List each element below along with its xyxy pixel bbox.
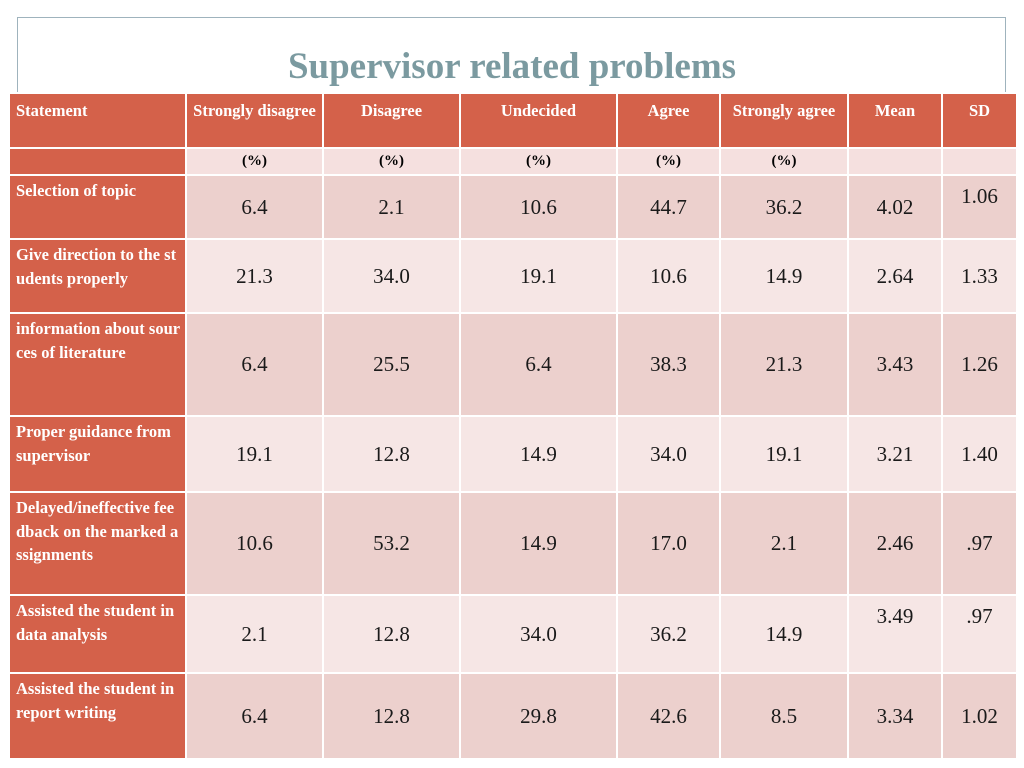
unit-cell: (%) bbox=[719, 147, 849, 176]
cell-sd: 1.40 bbox=[941, 415, 1018, 493]
cell-strongly-disagree: 10.6 bbox=[185, 491, 324, 596]
cell-mean: 3.21 bbox=[847, 415, 943, 493]
cell-undecided: 14.9 bbox=[459, 491, 618, 596]
cell-strongly-disagree: 6.4 bbox=[185, 312, 324, 417]
cell-undecided: 34.0 bbox=[459, 594, 618, 674]
unit-cell: (%) bbox=[616, 147, 721, 176]
row-label: Assisted the student in data analysis bbox=[8, 594, 187, 674]
cell-agree: 36.2 bbox=[616, 594, 721, 674]
cell-strongly-agree: 14.9 bbox=[719, 238, 849, 314]
cell-sd: .97 bbox=[941, 491, 1018, 596]
row-label: Selection of topic bbox=[8, 174, 187, 240]
row-label: Proper guidance from supervisor bbox=[8, 415, 187, 493]
header-agree: Agree bbox=[616, 92, 721, 149]
cell-undecided: 14.9 bbox=[459, 415, 618, 493]
table-row: Delayed/ineffective feedback on the mark… bbox=[8, 491, 1018, 596]
row-label: Assisted the student in report writing bbox=[8, 672, 187, 760]
row-label: Give direction to the students properly bbox=[8, 238, 187, 314]
cell-disagree: 53.2 bbox=[322, 491, 461, 596]
slide-title: Supervisor related problems bbox=[287, 46, 737, 87]
cell-disagree: 25.5 bbox=[322, 312, 461, 417]
cell-mean: 3.34 bbox=[847, 672, 943, 760]
cell-strongly-agree: 19.1 bbox=[719, 415, 849, 493]
cell-disagree: 12.8 bbox=[322, 415, 461, 493]
cell-agree: 42.6 bbox=[616, 672, 721, 760]
unit-cell: (%) bbox=[185, 147, 324, 176]
cell-strongly-disagree: 6.4 bbox=[185, 174, 324, 240]
cell-mean: 3.43 bbox=[847, 312, 943, 417]
cell-mean: 2.64 bbox=[847, 238, 943, 314]
cell-undecided: 19.1 bbox=[459, 238, 618, 314]
unit-cell bbox=[847, 147, 943, 176]
header-strongly-disagree: Strongly disagree bbox=[185, 92, 324, 149]
cell-sd: 1.26 bbox=[941, 312, 1018, 417]
cell-disagree: 34.0 bbox=[322, 238, 461, 314]
results-table: Statement Strongly disagree Disagree Und… bbox=[8, 92, 1018, 760]
cell-strongly-agree: 8.5 bbox=[719, 672, 849, 760]
unit-cell: (%) bbox=[459, 147, 618, 176]
header-row: Statement Strongly disagree Disagree Und… bbox=[8, 92, 1018, 149]
header-statement: Statement bbox=[8, 92, 187, 149]
row-label: information about sources of literature bbox=[8, 312, 187, 417]
cell-strongly-agree: 14.9 bbox=[719, 594, 849, 674]
table-row: Assisted the student in report writing 6… bbox=[8, 672, 1018, 760]
cell-agree: 38.3 bbox=[616, 312, 721, 417]
cell-disagree: 12.8 bbox=[322, 594, 461, 674]
unit-cell: (%) bbox=[322, 147, 461, 176]
cell-strongly-agree: 2.1 bbox=[719, 491, 849, 596]
cell-mean: 3.49 bbox=[847, 594, 943, 674]
cell-undecided: 6.4 bbox=[459, 312, 618, 417]
table-row: Selection of topic 6.4 2.1 10.6 44.7 36.… bbox=[8, 174, 1018, 240]
header-disagree: Disagree bbox=[322, 92, 461, 149]
unit-cell bbox=[941, 147, 1018, 176]
cell-mean: 4.02 bbox=[847, 174, 943, 240]
table-row: information about sources of literature … bbox=[8, 312, 1018, 417]
header-strongly-agree: Strongly agree bbox=[719, 92, 849, 149]
cell-sd: 1.02 bbox=[941, 672, 1018, 760]
table-row: Assisted the student in data analysis 2.… bbox=[8, 594, 1018, 674]
header-sd: SD bbox=[941, 92, 1018, 149]
cell-strongly-agree: 36.2 bbox=[719, 174, 849, 240]
cell-sd: 1.06 bbox=[941, 174, 1018, 240]
cell-agree: 34.0 bbox=[616, 415, 721, 493]
cell-undecided: 29.8 bbox=[459, 672, 618, 760]
units-row: (%) (%) (%) (%) (%) bbox=[8, 147, 1018, 176]
cell-agree: 44.7 bbox=[616, 174, 721, 240]
cell-strongly-disagree: 6.4 bbox=[185, 672, 324, 760]
table-row: Give direction to the students properly … bbox=[8, 238, 1018, 314]
unit-cell bbox=[8, 147, 187, 176]
cell-sd: .97 bbox=[941, 594, 1018, 674]
row-label: Delayed/ineffective feedback on the mark… bbox=[8, 491, 187, 596]
cell-disagree: 12.8 bbox=[322, 672, 461, 760]
header-undecided: Undecided bbox=[459, 92, 618, 149]
cell-mean: 2.46 bbox=[847, 491, 943, 596]
cell-strongly-agree: 21.3 bbox=[719, 312, 849, 417]
table-row: Proper guidance from supervisor 19.1 12.… bbox=[8, 415, 1018, 493]
cell-strongly-disagree: 19.1 bbox=[185, 415, 324, 493]
cell-agree: 10.6 bbox=[616, 238, 721, 314]
cell-sd: 1.33 bbox=[941, 238, 1018, 314]
cell-disagree: 2.1 bbox=[322, 174, 461, 240]
cell-agree: 17.0 bbox=[616, 491, 721, 596]
header-mean: Mean bbox=[847, 92, 943, 149]
cell-strongly-disagree: 2.1 bbox=[185, 594, 324, 674]
cell-strongly-disagree: 21.3 bbox=[185, 238, 324, 314]
cell-undecided: 10.6 bbox=[459, 174, 618, 240]
